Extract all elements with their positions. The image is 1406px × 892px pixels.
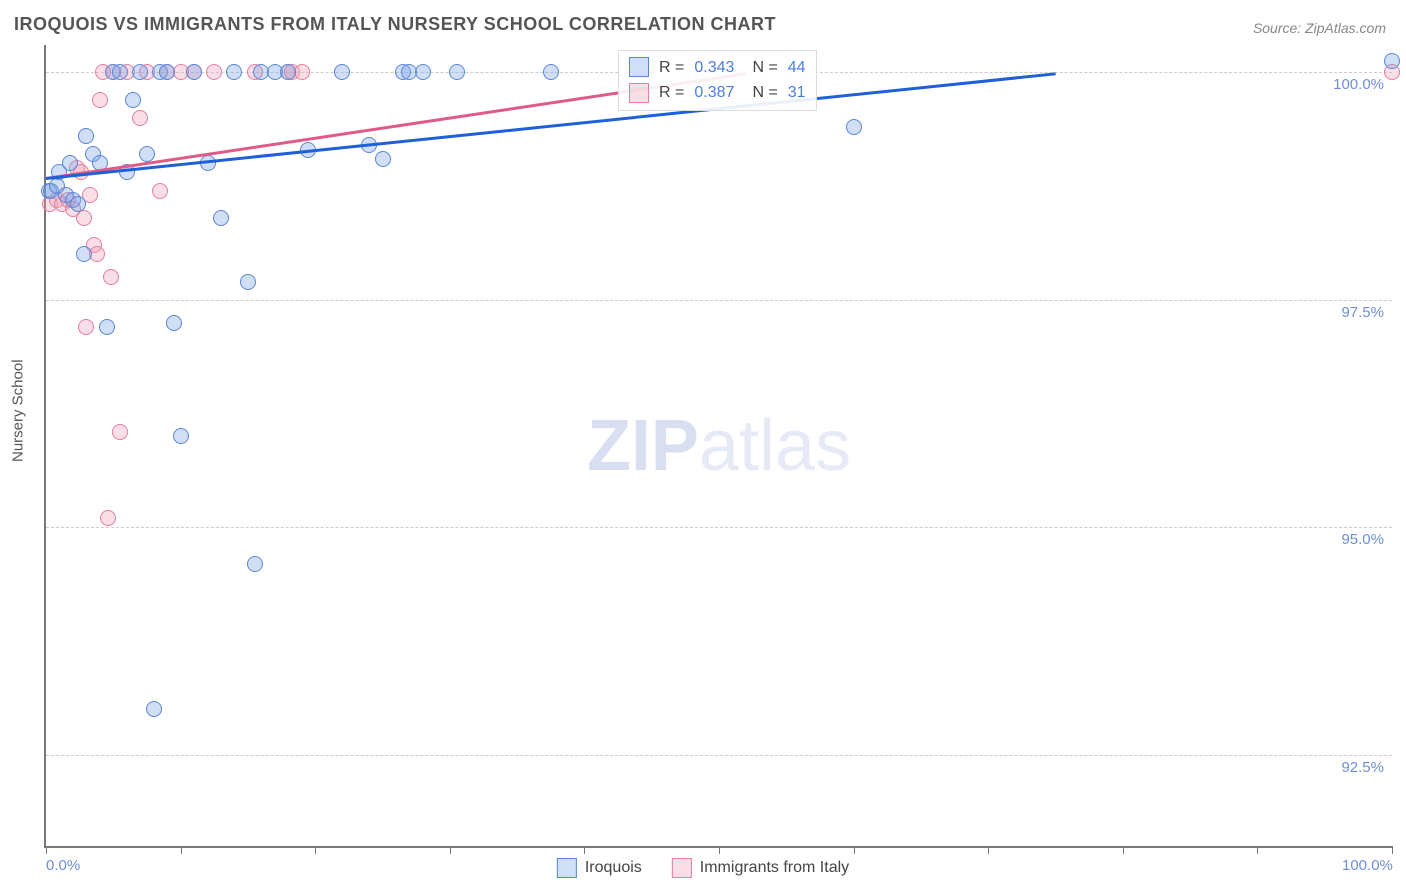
scatter-point [62,155,78,171]
legend-label: Immigrants from Italy [700,859,849,877]
legend-label: Iroquois [585,859,642,877]
scatter-point [132,64,148,80]
scatter-point [112,64,128,80]
x-tick [584,846,585,854]
stats-row: R = 0.343 N = 44 [629,55,806,81]
legend: Iroquois Immigrants from Italy [557,858,849,878]
stats-r-label: R = [659,80,684,106]
x-axis-label: 0.0% [46,857,80,874]
blue-swatch-icon [557,858,577,878]
scatter-point [166,315,182,331]
scatter-point [139,146,155,162]
watermark-rest: atlas [699,406,851,486]
scatter-point [213,210,229,226]
x-tick [1392,846,1393,854]
scatter-point [99,319,115,335]
stats-n-value: 31 [788,80,806,106]
pink-swatch-icon [672,858,692,878]
y-axis-label: 95.0% [1341,531,1384,548]
stats-n-label: N = [752,80,777,106]
scatter-point [543,64,559,80]
scatter-point [92,92,108,108]
gridline-h [46,527,1392,528]
legend-item: Immigrants from Italy [672,858,849,878]
scatter-point [100,510,116,526]
scatter-point [415,64,431,80]
blue-swatch-icon [629,57,649,77]
scatter-point [1384,53,1400,69]
stats-n-label: N = [752,55,777,81]
scatter-point [240,274,256,290]
gridline-h [46,755,1392,756]
scatter-point [449,64,465,80]
scatter-point [78,128,94,144]
y-axis-label: 97.5% [1341,304,1384,321]
chart-title: IROQUOIS VS IMMIGRANTS FROM ITALY NURSER… [14,14,776,35]
scatter-point [152,183,168,199]
plot-area: ZIPatlas 92.5%95.0%97.5%100.0%0.0%100.0%… [44,45,1392,848]
scatter-point [280,64,296,80]
scatter-point [78,319,94,335]
scatter-point [846,119,862,135]
x-axis-label: 100.0% [1342,857,1393,874]
trend-line [46,72,1056,179]
stats-n-value: 44 [788,55,806,81]
gridline-h [46,300,1392,301]
scatter-point [226,64,242,80]
scatter-point [112,424,128,440]
scatter-point [159,64,175,80]
stats-r-value: 0.343 [694,55,734,81]
y-axis-label: 92.5% [1341,759,1384,776]
scatter-point [247,556,263,572]
scatter-point [132,110,148,126]
stats-r-value: 0.387 [694,80,734,106]
scatter-point [70,196,86,212]
y-axis-title: Nursery School [10,359,27,462]
pink-swatch-icon [629,83,649,103]
x-tick [988,846,989,854]
x-tick [719,846,720,854]
scatter-point [334,64,350,80]
x-tick [1257,846,1258,854]
y-axis-label: 100.0% [1333,76,1384,93]
watermark-bold: ZIP [587,406,699,486]
legend-item: Iroquois [557,858,642,878]
scatter-point [186,64,202,80]
x-tick [1123,846,1124,854]
scatter-point [76,210,92,226]
scatter-point [125,92,141,108]
x-tick [315,846,316,854]
x-tick [450,846,451,854]
watermark: ZIPatlas [587,405,851,487]
x-tick [46,846,47,854]
scatter-point [76,246,92,262]
scatter-point [375,151,391,167]
scatter-point [206,64,222,80]
x-tick [181,846,182,854]
x-tick [854,846,855,854]
scatter-point [146,701,162,717]
scatter-point [173,428,189,444]
scatter-point [103,269,119,285]
source-attribution: Source: ZipAtlas.com [1253,20,1386,36]
stats-row: R = 0.387 N = 31 [629,80,806,106]
source-label: Source: [1253,20,1301,36]
stats-r-label: R = [659,55,684,81]
stats-box: R = 0.343 N = 44 R = 0.387 N = 31 [618,50,817,111]
source-link[interactable]: ZipAtlas.com [1305,20,1386,36]
